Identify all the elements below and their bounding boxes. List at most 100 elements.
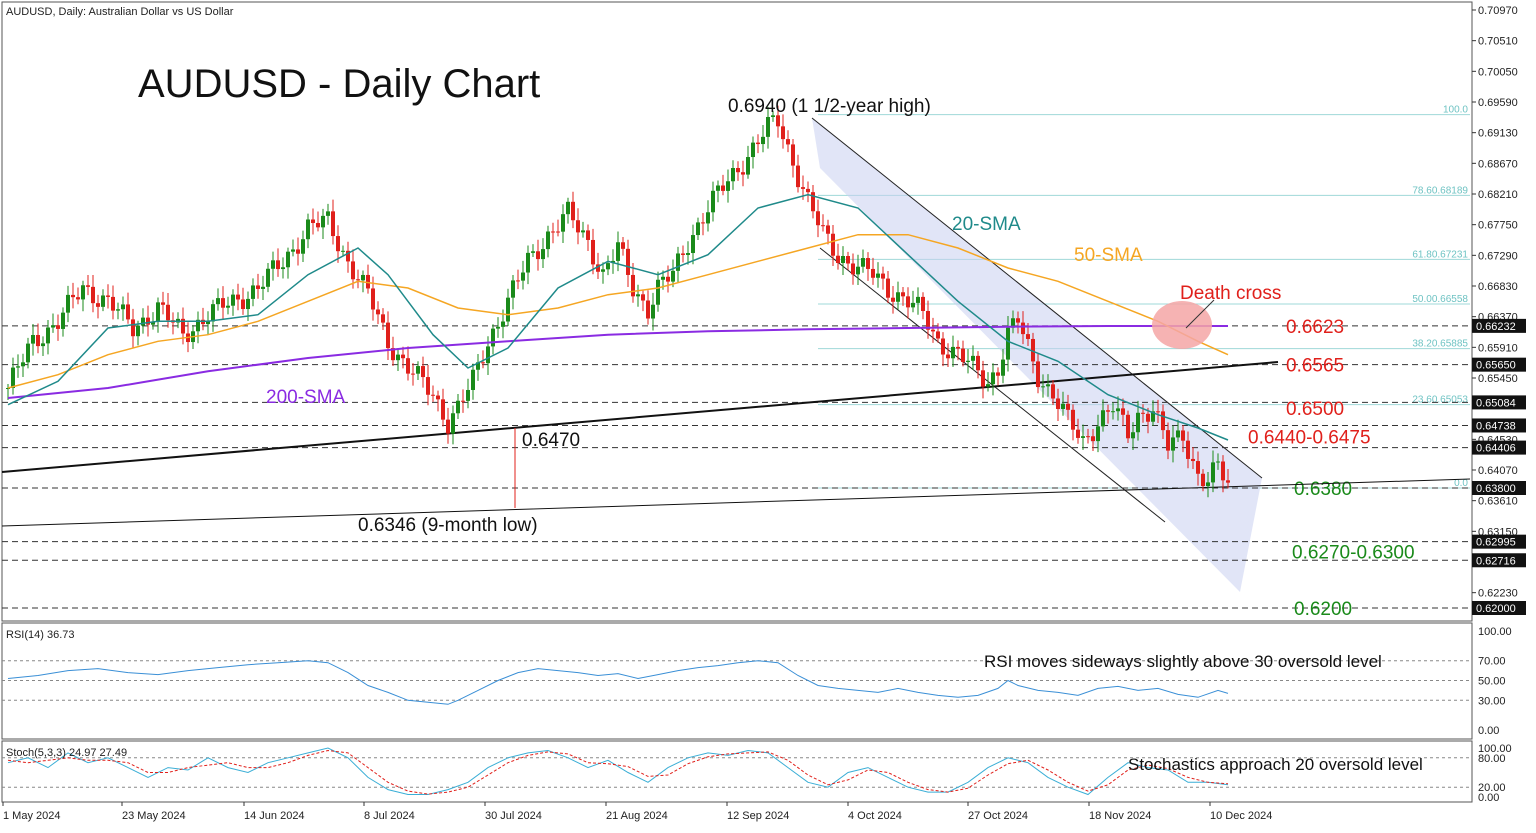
candle-body [836,255,840,264]
candle-body [986,384,990,387]
candle-body [46,327,50,344]
price-box [1472,418,1526,433]
price-box-label: 0.66232 [1476,321,1516,333]
stoch-tick-label: 0.00 [1478,792,1499,804]
price-tick-label: 0.65450 [1478,373,1518,385]
price-tick-label: 0.66830 [1478,281,1518,293]
candle-body [1186,440,1190,459]
candle-body [221,298,225,308]
candle-body [996,372,1000,376]
rsi-panel-label: RSI(14) 36.73 [6,629,74,641]
key-level-label-5: 0.6270-0.6300 [1292,542,1415,563]
candle-body [816,211,820,226]
candle-body [1046,384,1050,387]
date-tick-label: 27 Oct 2024 [968,810,1028,822]
chart-title: AUDUSD - Daily Chart [138,62,540,106]
candle-body [1211,462,1215,483]
lower-trendline [1,478,1471,527]
candle-body [416,366,420,374]
price-box [1472,553,1526,568]
candle-body [501,321,505,327]
candle-body [311,219,315,223]
candle-body [701,222,705,224]
candle-body [721,185,725,191]
candle-body [811,192,815,212]
candle-body [776,115,780,127]
candle-body [151,321,155,325]
date-tick-label: 1 May 2024 [3,810,60,822]
candle-body [1061,403,1065,409]
candle-body [436,395,440,400]
price-box [1472,357,1526,372]
candle-body [596,264,600,272]
candle-body [411,373,415,375]
candle-body [1126,414,1130,439]
candle-body [516,280,520,282]
candle-body [1056,398,1060,409]
price-tick-label: 0.63610 [1478,496,1518,508]
candle-body [66,294,70,313]
candle-body [1226,480,1230,483]
candle-body [101,295,105,307]
candle-body [316,222,320,228]
candle-body [441,399,445,420]
candle-body [1141,412,1145,414]
candle-body [1066,403,1070,410]
candle-body [546,231,550,250]
candle-body [706,212,710,224]
candle-body [301,239,305,254]
candle-body [616,242,620,261]
candle-body [641,294,645,301]
candle-body [946,354,950,359]
candle-body [1031,338,1035,362]
candle-body [1001,359,1005,376]
price-box-label: 0.62716 [1476,555,1516,567]
price-box [1472,481,1526,495]
candle-body [346,250,350,262]
price-box [1472,440,1526,455]
candle-body [296,249,300,254]
candle-body [406,358,410,374]
date-tick-label: 4 Oct 2024 [848,810,902,822]
price-box [1472,534,1526,549]
rsi-tick-label: 100.00 [1478,626,1512,638]
candle-body [531,251,535,253]
candle-body [666,276,670,282]
stoch-note: Stochastics approach 20 oversold level [1128,755,1423,774]
price-tick-label: 0.65910 [1478,342,1518,354]
candle-body [86,285,90,287]
candle-body [1216,461,1220,463]
candle-body [1121,408,1125,415]
candle-body [1081,436,1085,438]
candle-body [1151,411,1155,422]
candle-body [351,261,355,280]
candle-body [536,251,540,260]
price-tick-label: 0.67290 [1478,250,1518,262]
candle-body [846,256,850,264]
candle-body [926,310,930,330]
candle-body [586,230,590,240]
candle-body [991,372,995,385]
candle-body [286,251,290,268]
stoch-tick-label: 100.00 [1478,743,1512,755]
key-level-label-3: 0.6440-0.6475 [1248,428,1371,449]
fib-label-4: 38.20.65885 [1412,339,1468,350]
candle-body [76,297,80,300]
candle-body [1106,410,1110,412]
date-tick-label: 18 Nov 2024 [1089,810,1151,822]
fib-label-0: 100.0 [1443,105,1468,116]
fib-label-2: 61.80.67231 [1412,249,1468,260]
rsi-tick-label: 70.00 [1478,656,1506,668]
candle-body [796,165,800,188]
candle-body [961,348,965,362]
candle-body [1206,482,1210,487]
death-cross-pointer [1185,299,1215,329]
candle-body [51,325,55,328]
price-tick-label: 0.70050 [1478,66,1518,78]
candle-body [1051,384,1055,399]
candle-body [871,268,875,278]
candle-body [951,346,955,359]
date-tick-label: 8 Jul 2024 [364,810,415,822]
rsi-tick-label: 50.00 [1478,676,1506,688]
